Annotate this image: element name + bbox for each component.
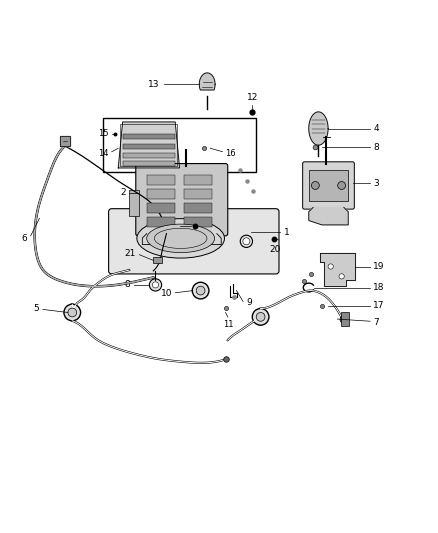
Ellipse shape (339, 274, 344, 279)
Bar (184, 217, 212, 227)
Ellipse shape (147, 224, 215, 253)
Polygon shape (309, 207, 348, 225)
Ellipse shape (68, 308, 77, 317)
Text: 15: 15 (98, 130, 109, 138)
Text: 7: 7 (373, 318, 379, 327)
Text: 3: 3 (373, 179, 379, 188)
Bar (123, 144, 175, 149)
Bar (103, 118, 256, 172)
Bar (153, 257, 162, 263)
Text: 12: 12 (247, 93, 258, 102)
Ellipse shape (338, 182, 346, 189)
Bar (147, 189, 175, 199)
Bar (123, 152, 175, 158)
Text: 11: 11 (223, 320, 234, 329)
FancyBboxPatch shape (303, 162, 354, 209)
Polygon shape (60, 135, 70, 146)
Text: 2: 2 (120, 189, 126, 197)
Text: 9: 9 (246, 298, 252, 308)
Polygon shape (199, 73, 215, 90)
Ellipse shape (196, 286, 205, 295)
Bar (123, 134, 175, 140)
Ellipse shape (64, 304, 81, 321)
Text: 8: 8 (125, 280, 131, 289)
Text: 16: 16 (226, 149, 236, 158)
Bar (120, 124, 177, 166)
Text: 12: 12 (165, 221, 176, 230)
Ellipse shape (192, 282, 209, 299)
Text: 13: 13 (148, 80, 160, 89)
Ellipse shape (243, 238, 250, 245)
Ellipse shape (256, 312, 265, 321)
Ellipse shape (311, 182, 319, 189)
Polygon shape (320, 253, 355, 286)
Text: 20: 20 (269, 246, 281, 254)
Bar (184, 204, 212, 213)
Text: 6: 6 (22, 233, 28, 243)
Bar (309, 170, 348, 201)
Bar (129, 190, 139, 216)
Ellipse shape (137, 219, 224, 258)
Ellipse shape (149, 279, 162, 291)
Ellipse shape (252, 309, 269, 325)
Polygon shape (309, 112, 328, 145)
Text: 18: 18 (373, 283, 385, 292)
Bar (147, 175, 175, 185)
Text: 19: 19 (373, 262, 385, 271)
Text: 4: 4 (373, 124, 379, 133)
Text: 14: 14 (98, 149, 109, 158)
Ellipse shape (240, 235, 252, 247)
Ellipse shape (152, 282, 159, 288)
Text: 1: 1 (284, 228, 290, 237)
Text: 17: 17 (373, 302, 385, 310)
Text: 5: 5 (34, 304, 39, 313)
Text: 21: 21 (124, 249, 136, 258)
Bar (147, 204, 175, 213)
Polygon shape (118, 122, 180, 168)
FancyBboxPatch shape (136, 164, 228, 236)
Text: 10: 10 (161, 289, 172, 298)
Bar (184, 175, 212, 185)
Text: 8: 8 (373, 143, 379, 152)
Ellipse shape (328, 264, 333, 269)
Bar (341, 312, 349, 326)
Bar (123, 160, 175, 166)
Bar (147, 217, 175, 227)
FancyBboxPatch shape (109, 209, 279, 274)
Bar (184, 189, 212, 199)
